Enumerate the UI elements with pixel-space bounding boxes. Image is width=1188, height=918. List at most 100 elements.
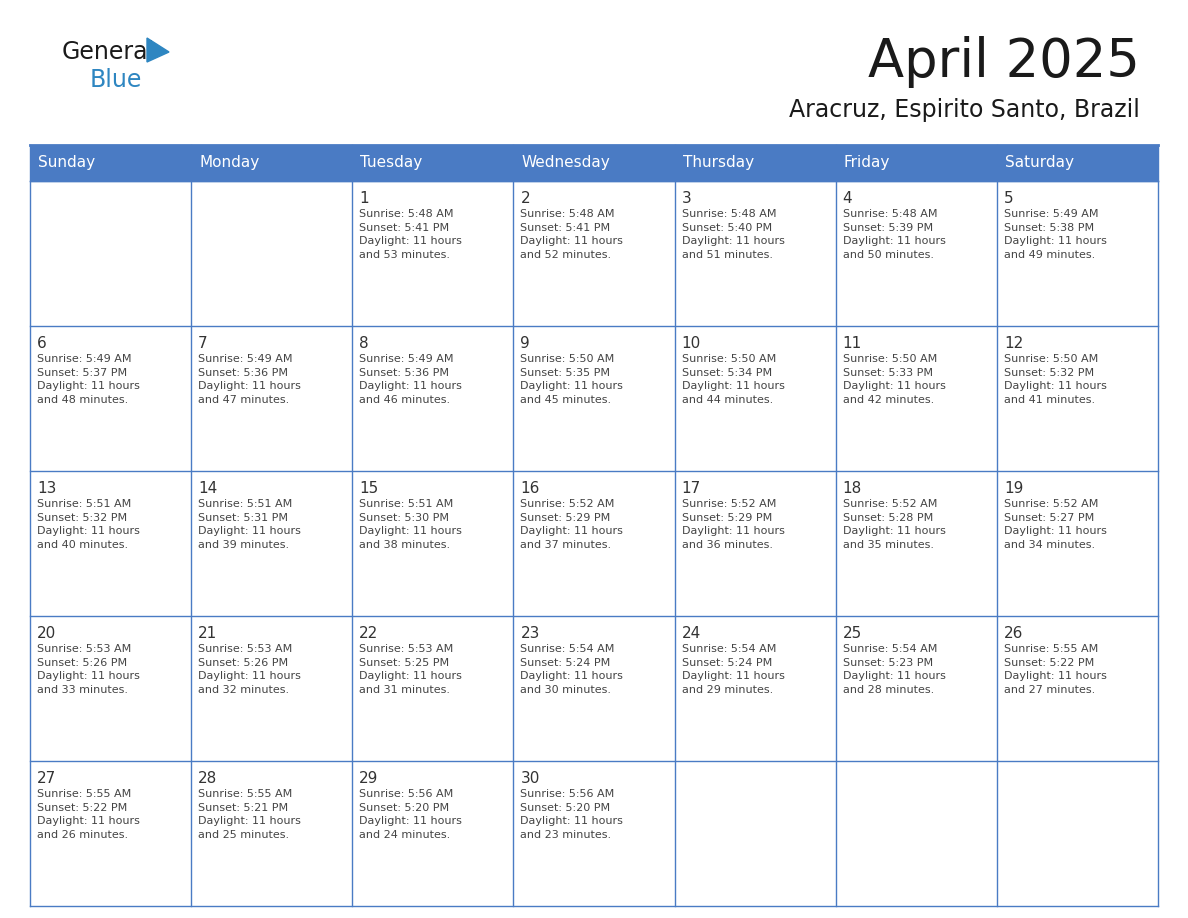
Text: Sunrise: 5:55 AM
Sunset: 5:22 PM
Daylight: 11 hours
and 27 minutes.: Sunrise: 5:55 AM Sunset: 5:22 PM Dayligh… [1004,644,1107,695]
Text: Blue: Blue [90,68,143,92]
Bar [191,181,353,326]
Text: 30: 30 [520,771,539,786]
Bar [30,761,191,906]
Bar [191,471,353,616]
Bar [997,326,1158,471]
Bar [675,326,835,471]
Text: Sunrise: 5:53 AM
Sunset: 5:26 PM
Daylight: 11 hours
and 32 minutes.: Sunrise: 5:53 AM Sunset: 5:26 PM Dayligh… [198,644,301,695]
Text: Sunrise: 5:54 AM
Sunset: 5:24 PM
Daylight: 11 hours
and 30 minutes.: Sunrise: 5:54 AM Sunset: 5:24 PM Dayligh… [520,644,624,695]
Bar [997,181,1158,326]
Text: 21: 21 [198,626,217,641]
Bar [353,471,513,616]
Text: 10: 10 [682,336,701,351]
Bar [353,616,513,761]
Text: Sunrise: 5:48 AM
Sunset: 5:41 PM
Daylight: 11 hours
and 52 minutes.: Sunrise: 5:48 AM Sunset: 5:41 PM Dayligh… [520,209,624,260]
Text: 11: 11 [842,336,862,351]
Bar [30,145,1158,181]
Bar [997,761,1158,906]
Bar [835,471,997,616]
Text: Friday: Friday [843,155,890,171]
Text: 6: 6 [37,336,46,351]
Text: 29: 29 [359,771,379,786]
Text: Saturday: Saturday [1005,155,1074,171]
Bar [191,616,353,761]
Text: 7: 7 [198,336,208,351]
Text: 8: 8 [359,336,369,351]
Bar [30,471,191,616]
Text: Sunrise: 5:52 AM
Sunset: 5:27 PM
Daylight: 11 hours
and 34 minutes.: Sunrise: 5:52 AM Sunset: 5:27 PM Dayligh… [1004,499,1107,550]
Text: Sunrise: 5:52 AM
Sunset: 5:29 PM
Daylight: 11 hours
and 36 minutes.: Sunrise: 5:52 AM Sunset: 5:29 PM Dayligh… [682,499,784,550]
Text: Monday: Monday [200,155,259,171]
Bar [997,471,1158,616]
Bar [353,326,513,471]
Text: Sunrise: 5:54 AM
Sunset: 5:24 PM
Daylight: 11 hours
and 29 minutes.: Sunrise: 5:54 AM Sunset: 5:24 PM Dayligh… [682,644,784,695]
Text: Sunday: Sunday [38,155,95,171]
Text: Sunrise: 5:56 AM
Sunset: 5:20 PM
Daylight: 11 hours
and 23 minutes.: Sunrise: 5:56 AM Sunset: 5:20 PM Dayligh… [520,789,624,840]
Text: Sunrise: 5:50 AM
Sunset: 5:32 PM
Daylight: 11 hours
and 41 minutes.: Sunrise: 5:50 AM Sunset: 5:32 PM Dayligh… [1004,354,1107,405]
Text: 2: 2 [520,191,530,206]
Text: Sunrise: 5:52 AM
Sunset: 5:29 PM
Daylight: 11 hours
and 37 minutes.: Sunrise: 5:52 AM Sunset: 5:29 PM Dayligh… [520,499,624,550]
Text: Sunrise: 5:50 AM
Sunset: 5:33 PM
Daylight: 11 hours
and 42 minutes.: Sunrise: 5:50 AM Sunset: 5:33 PM Dayligh… [842,354,946,405]
Text: 3: 3 [682,191,691,206]
Text: Sunrise: 5:48 AM
Sunset: 5:40 PM
Daylight: 11 hours
and 51 minutes.: Sunrise: 5:48 AM Sunset: 5:40 PM Dayligh… [682,209,784,260]
Text: Sunrise: 5:49 AM
Sunset: 5:36 PM
Daylight: 11 hours
and 46 minutes.: Sunrise: 5:49 AM Sunset: 5:36 PM Dayligh… [359,354,462,405]
Text: 9: 9 [520,336,530,351]
Bar [513,181,675,326]
Bar [835,326,997,471]
Bar [191,326,353,471]
Bar [191,761,353,906]
Text: 4: 4 [842,191,852,206]
Text: Sunrise: 5:51 AM
Sunset: 5:32 PM
Daylight: 11 hours
and 40 minutes.: Sunrise: 5:51 AM Sunset: 5:32 PM Dayligh… [37,499,140,550]
Text: 18: 18 [842,481,862,496]
Text: Sunrise: 5:53 AM
Sunset: 5:26 PM
Daylight: 11 hours
and 33 minutes.: Sunrise: 5:53 AM Sunset: 5:26 PM Dayligh… [37,644,140,695]
Text: Sunrise: 5:50 AM
Sunset: 5:35 PM
Daylight: 11 hours
and 45 minutes.: Sunrise: 5:50 AM Sunset: 5:35 PM Dayligh… [520,354,624,405]
Text: 19: 19 [1004,481,1023,496]
Text: 14: 14 [198,481,217,496]
Bar [353,181,513,326]
Text: 5: 5 [1004,191,1013,206]
Text: 27: 27 [37,771,56,786]
Bar [835,761,997,906]
Bar [675,471,835,616]
Text: Wednesday: Wednesday [522,155,611,171]
Text: Sunrise: 5:52 AM
Sunset: 5:28 PM
Daylight: 11 hours
and 35 minutes.: Sunrise: 5:52 AM Sunset: 5:28 PM Dayligh… [842,499,946,550]
Text: 25: 25 [842,626,862,641]
Text: 26: 26 [1004,626,1023,641]
Bar [30,616,191,761]
Text: Sunrise: 5:49 AM
Sunset: 5:37 PM
Daylight: 11 hours
and 48 minutes.: Sunrise: 5:49 AM Sunset: 5:37 PM Dayligh… [37,354,140,405]
Text: Sunrise: 5:49 AM
Sunset: 5:36 PM
Daylight: 11 hours
and 47 minutes.: Sunrise: 5:49 AM Sunset: 5:36 PM Dayligh… [198,354,301,405]
Text: Sunrise: 5:56 AM
Sunset: 5:20 PM
Daylight: 11 hours
and 24 minutes.: Sunrise: 5:56 AM Sunset: 5:20 PM Dayligh… [359,789,462,840]
Text: 23: 23 [520,626,539,641]
Text: 15: 15 [359,481,379,496]
Text: Sunrise: 5:49 AM
Sunset: 5:38 PM
Daylight: 11 hours
and 49 minutes.: Sunrise: 5:49 AM Sunset: 5:38 PM Dayligh… [1004,209,1107,260]
Bar [835,616,997,761]
Text: 12: 12 [1004,336,1023,351]
Bar [675,761,835,906]
Text: Thursday: Thursday [683,155,753,171]
Text: April 2025: April 2025 [868,36,1140,88]
Text: Sunrise: 5:48 AM
Sunset: 5:41 PM
Daylight: 11 hours
and 53 minutes.: Sunrise: 5:48 AM Sunset: 5:41 PM Dayligh… [359,209,462,260]
Bar [997,616,1158,761]
Text: 13: 13 [37,481,56,496]
Text: Sunrise: 5:50 AM
Sunset: 5:34 PM
Daylight: 11 hours
and 44 minutes.: Sunrise: 5:50 AM Sunset: 5:34 PM Dayligh… [682,354,784,405]
Text: Sunrise: 5:51 AM
Sunset: 5:30 PM
Daylight: 11 hours
and 38 minutes.: Sunrise: 5:51 AM Sunset: 5:30 PM Dayligh… [359,499,462,550]
Bar [513,616,675,761]
Text: 20: 20 [37,626,56,641]
Text: 22: 22 [359,626,379,641]
Bar [513,326,675,471]
Text: Aracruz, Espirito Santo, Brazil: Aracruz, Espirito Santo, Brazil [789,98,1140,122]
Text: Sunrise: 5:54 AM
Sunset: 5:23 PM
Daylight: 11 hours
and 28 minutes.: Sunrise: 5:54 AM Sunset: 5:23 PM Dayligh… [842,644,946,695]
Text: Sunrise: 5:48 AM
Sunset: 5:39 PM
Daylight: 11 hours
and 50 minutes.: Sunrise: 5:48 AM Sunset: 5:39 PM Dayligh… [842,209,946,260]
Text: Sunrise: 5:51 AM
Sunset: 5:31 PM
Daylight: 11 hours
and 39 minutes.: Sunrise: 5:51 AM Sunset: 5:31 PM Dayligh… [198,499,301,550]
Text: 28: 28 [198,771,217,786]
Bar [30,326,191,471]
Bar [513,471,675,616]
Text: Sunrise: 5:53 AM
Sunset: 5:25 PM
Daylight: 11 hours
and 31 minutes.: Sunrise: 5:53 AM Sunset: 5:25 PM Dayligh… [359,644,462,695]
Text: Sunrise: 5:55 AM
Sunset: 5:21 PM
Daylight: 11 hours
and 25 minutes.: Sunrise: 5:55 AM Sunset: 5:21 PM Dayligh… [198,789,301,840]
Text: Tuesday: Tuesday [360,155,423,171]
Bar [835,181,997,326]
Text: 24: 24 [682,626,701,641]
Bar [513,761,675,906]
Polygon shape [147,38,169,62]
Bar [30,181,191,326]
